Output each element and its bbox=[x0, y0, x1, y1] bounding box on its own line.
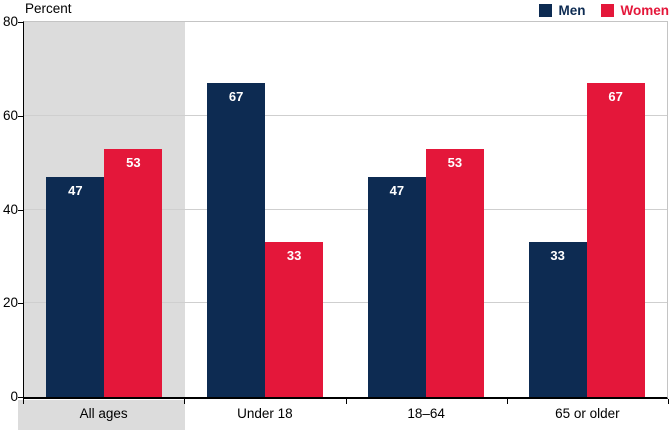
y-tick-mark-40 bbox=[18, 209, 23, 211]
y-tick-label-0: 0 bbox=[10, 389, 18, 404]
legend: Men Women bbox=[539, 3, 669, 18]
x-tick-mark-1 bbox=[184, 399, 185, 404]
bar-men-65-or-older: 33 bbox=[528, 242, 587, 397]
bar-value-label: 47 bbox=[389, 182, 405, 198]
bar-value-label: 53 bbox=[447, 154, 463, 170]
highlight-band-below-axis bbox=[18, 400, 185, 430]
bar-men-all-ages: 47 bbox=[46, 176, 105, 397]
legend-item-women: Women bbox=[601, 3, 669, 18]
legend-label-women: Women bbox=[620, 3, 669, 18]
bar-men-18-64: 47 bbox=[367, 176, 426, 397]
women-color-swatch bbox=[601, 4, 615, 17]
bar-value-label: 67 bbox=[228, 88, 244, 104]
x-tick-mark-2 bbox=[346, 399, 347, 404]
bar-value-label: 67 bbox=[608, 88, 623, 104]
gridline-60 bbox=[24, 114, 667, 116]
bar-value-label: 47 bbox=[68, 182, 83, 198]
y-tick-label-20: 20 bbox=[2, 295, 18, 311]
bar-value-label: 33 bbox=[550, 248, 565, 264]
y-tick-mark-80 bbox=[18, 22, 23, 23]
x-tick-mark-3 bbox=[507, 399, 508, 404]
y-tick-label-60: 60 bbox=[2, 107, 18, 123]
y-axis-title: Percent bbox=[25, 1, 72, 16]
y-tick-mark-20 bbox=[18, 303, 23, 305]
legend-label-men: Men bbox=[558, 3, 586, 18]
gridline-20 bbox=[24, 302, 667, 304]
bar-men-under-18: 67 bbox=[207, 82, 266, 397]
x-tick-mark-0 bbox=[23, 399, 24, 404]
plot-area: 47 53 67 33 47 53 33 67 bbox=[23, 21, 668, 399]
bar-women-under-18: 33 bbox=[265, 242, 324, 397]
category-label-under-18: Under 18 bbox=[237, 406, 293, 421]
men-color-swatch bbox=[539, 4, 553, 17]
y-tick-label-40: 40 bbox=[2, 201, 18, 217]
legend-item-men: Men bbox=[539, 3, 585, 18]
y-tick-label-80: 80 bbox=[2, 14, 18, 29]
bar-value-label: 53 bbox=[126, 154, 141, 170]
bar-women-all-ages: 53 bbox=[104, 148, 163, 397]
gridline-40 bbox=[24, 208, 667, 210]
bar-women-18-64: 53 bbox=[425, 148, 484, 397]
category-label-all-ages: All ages bbox=[79, 406, 128, 421]
category-label-65-or-older: 65 or older bbox=[555, 406, 620, 421]
bar-value-label: 33 bbox=[286, 248, 302, 264]
category-label-18-64: 18–64 bbox=[407, 406, 445, 421]
y-tick-mark-0 bbox=[18, 397, 23, 398]
x-tick-mark-4 bbox=[668, 399, 669, 404]
bar-women-65-or-older: 67 bbox=[586, 82, 645, 397]
y-tick-mark-60 bbox=[18, 115, 23, 117]
